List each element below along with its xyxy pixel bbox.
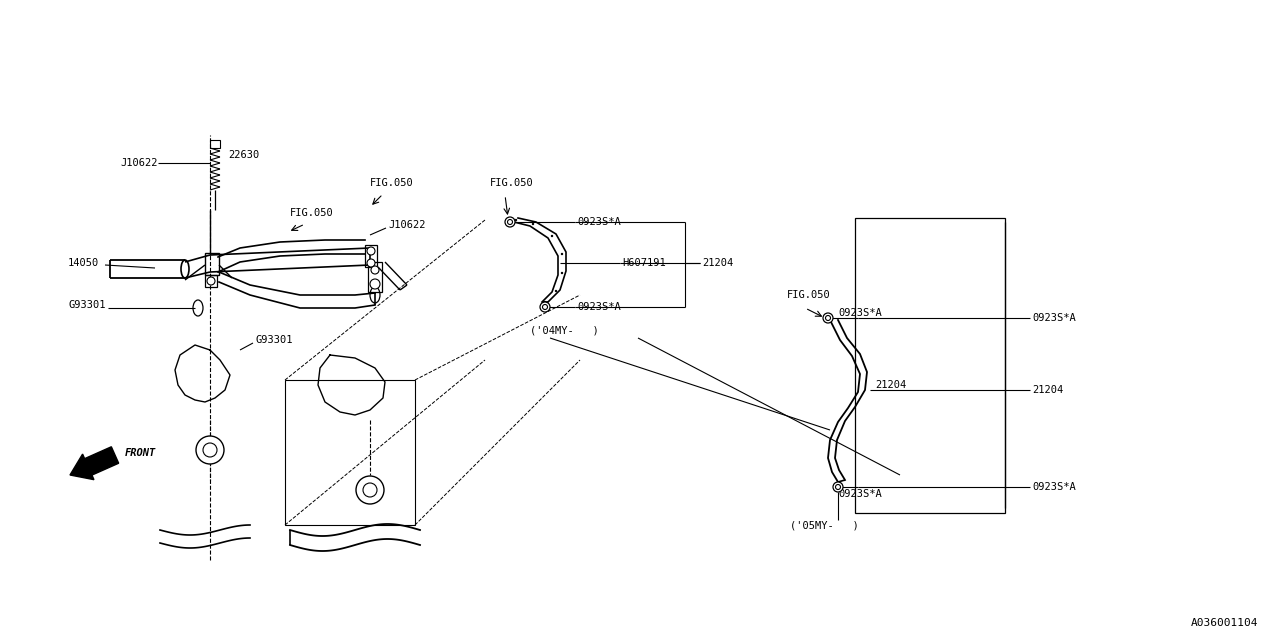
Circle shape [371, 266, 379, 274]
Circle shape [506, 217, 515, 227]
Text: 22630: 22630 [228, 150, 260, 160]
Text: FRONT: FRONT [125, 448, 156, 458]
Text: 0923S*A: 0923S*A [838, 489, 882, 499]
Circle shape [543, 305, 548, 310]
Text: 0923S*A: 0923S*A [577, 302, 621, 312]
Circle shape [196, 436, 224, 464]
Text: G93301: G93301 [68, 300, 105, 310]
Text: 14050: 14050 [68, 258, 100, 268]
Bar [205, 253, 219, 275]
Circle shape [370, 279, 380, 289]
Text: FIG.050: FIG.050 [787, 290, 831, 300]
Circle shape [833, 482, 844, 492]
Text: ('05MY-   ): ('05MY- ) [790, 520, 859, 530]
Circle shape [364, 483, 378, 497]
Text: 21204: 21204 [1032, 385, 1064, 395]
Text: 0923S*A: 0923S*A [838, 308, 882, 318]
Circle shape [561, 253, 563, 255]
Bar [210, 140, 220, 148]
Bar [369, 262, 381, 292]
Circle shape [204, 443, 218, 457]
Circle shape [561, 272, 563, 274]
Text: 0923S*A: 0923S*A [1032, 482, 1075, 492]
Bar [205, 275, 218, 287]
Text: A036001104: A036001104 [1190, 618, 1258, 628]
Text: H607191: H607191 [622, 258, 666, 268]
Circle shape [356, 476, 384, 504]
FancyArrow shape [70, 447, 119, 479]
Text: 0923S*A: 0923S*A [577, 217, 621, 227]
Bar [365, 245, 378, 267]
Bar [285, 380, 415, 525]
Text: FIG.050: FIG.050 [490, 178, 534, 188]
Text: J10622: J10622 [120, 158, 157, 168]
Circle shape [823, 313, 833, 323]
Text: G93301: G93301 [255, 335, 293, 345]
Text: 21204: 21204 [701, 258, 733, 268]
Circle shape [507, 220, 512, 225]
Circle shape [826, 316, 831, 321]
Text: FIG.050: FIG.050 [291, 208, 334, 218]
Circle shape [544, 301, 547, 303]
Bar [855, 218, 1005, 513]
Circle shape [550, 235, 553, 237]
Circle shape [836, 484, 841, 490]
Circle shape [540, 302, 550, 312]
Text: J10622: J10622 [388, 220, 425, 230]
Text: 0923S*A: 0923S*A [1032, 313, 1075, 323]
Circle shape [207, 277, 215, 285]
Circle shape [554, 290, 557, 292]
Circle shape [515, 219, 517, 221]
Circle shape [367, 259, 375, 267]
Text: FIG.050: FIG.050 [370, 178, 413, 188]
Circle shape [531, 223, 534, 225]
Circle shape [367, 247, 375, 255]
Text: 21204: 21204 [876, 380, 906, 390]
Text: ('04MY-   ): ('04MY- ) [530, 325, 599, 335]
